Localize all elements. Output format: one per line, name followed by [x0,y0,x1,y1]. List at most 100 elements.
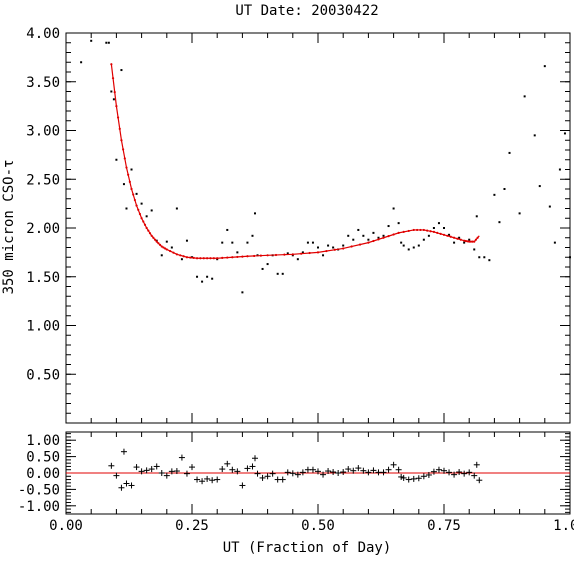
data-point [221,241,224,244]
fit-marker [182,255,185,258]
residual-point [385,466,392,473]
data-point [342,244,345,247]
residual-point [340,469,347,476]
residual-point [425,471,432,478]
fit-marker [195,257,199,260]
fit-marker [333,248,336,251]
fit-marker [150,234,153,237]
residual-point [370,467,377,474]
residual-point [284,469,291,476]
fit-marker [120,139,123,142]
residual-point [239,482,246,489]
fit-marker [226,256,229,259]
fit-marker [397,231,400,234]
data-point [170,246,173,249]
fit-marker [192,256,195,259]
fit-marker [133,198,136,202]
data-point [231,241,234,244]
residual-point [420,473,427,480]
residual-point [219,466,226,473]
fit-marker [175,253,178,256]
resid-y-tick-label: 1.00 [26,433,60,449]
data-point [377,236,380,239]
residual-point [224,460,231,467]
x-tick-label: 0.50 [301,518,335,534]
residual-point [252,455,258,462]
data-point [483,256,486,259]
residual-point [173,468,180,475]
data-point [165,240,168,243]
fit-marker [387,235,390,238]
fit-marker [123,157,126,160]
residual-point [315,468,321,475]
fit-marker [158,243,162,246]
fit-marker [199,257,202,260]
residual-point [183,470,190,477]
residual-point [163,472,170,479]
fit-marker [308,251,311,255]
residual-point [204,475,211,482]
x-tick-label: 0.00 [49,518,83,534]
data-point [437,222,440,225]
residual-point [143,467,150,474]
fit-marker [160,245,163,248]
residual-point [435,466,442,473]
fit-marker [266,254,269,257]
residual-point [249,463,256,470]
data-point [236,251,239,254]
residual-point [138,468,145,475]
x-tick-label: 0.75 [427,518,461,534]
data-point [150,209,153,212]
data-point [246,241,249,244]
x-axis-label: UT (Fraction of Day) [223,540,392,556]
fit-marker [419,228,422,232]
residual-point [441,467,447,474]
residual-point [148,466,155,473]
data-point [160,254,163,257]
main-axes: 0.50 1.00 1.50 2.00 2.50 3.00 3.50 4.00 [26,26,571,424]
fit-marker [377,238,380,241]
data-point [226,228,229,231]
data-point [563,132,566,135]
data-point [296,258,299,261]
fit-marker [116,116,120,119]
fit-marker [372,239,375,243]
data-point [458,236,461,239]
data-point [140,202,143,205]
residual-point [189,464,195,471]
fit-marker [209,257,212,260]
fit-marker [155,240,158,243]
fit-marker [325,249,328,253]
fit-marker [185,256,189,259]
residual-point [365,469,372,476]
data-point [503,188,506,190]
fit-marker [216,257,219,260]
data-point [493,193,496,196]
data-point [317,246,319,249]
fit-marker [259,254,262,257]
residual-point [158,470,165,476]
data-point [558,168,561,171]
fit-marker [138,212,142,216]
fit-marker [137,208,140,211]
data-point [125,207,128,210]
fit-marker [407,229,410,233]
residual-point [178,454,185,461]
fit-marker [206,257,209,260]
fit-marker [350,245,353,248]
fit-marker [449,235,452,238]
fit-marker [140,217,143,220]
fit-marker [135,204,138,207]
data-point [276,272,279,275]
fit-marker [392,233,395,236]
fit-marker [446,234,449,237]
y-tick-label: 2.00 [26,221,60,237]
data-point [392,207,395,210]
fit-marker [439,232,442,235]
data-point [533,134,536,137]
x-tick-label: 1.00 [553,518,574,534]
x-tick-label: 0.25 [175,518,209,534]
fit-marker [152,236,155,239]
residual-point [113,472,120,479]
residual-point [466,469,473,476]
